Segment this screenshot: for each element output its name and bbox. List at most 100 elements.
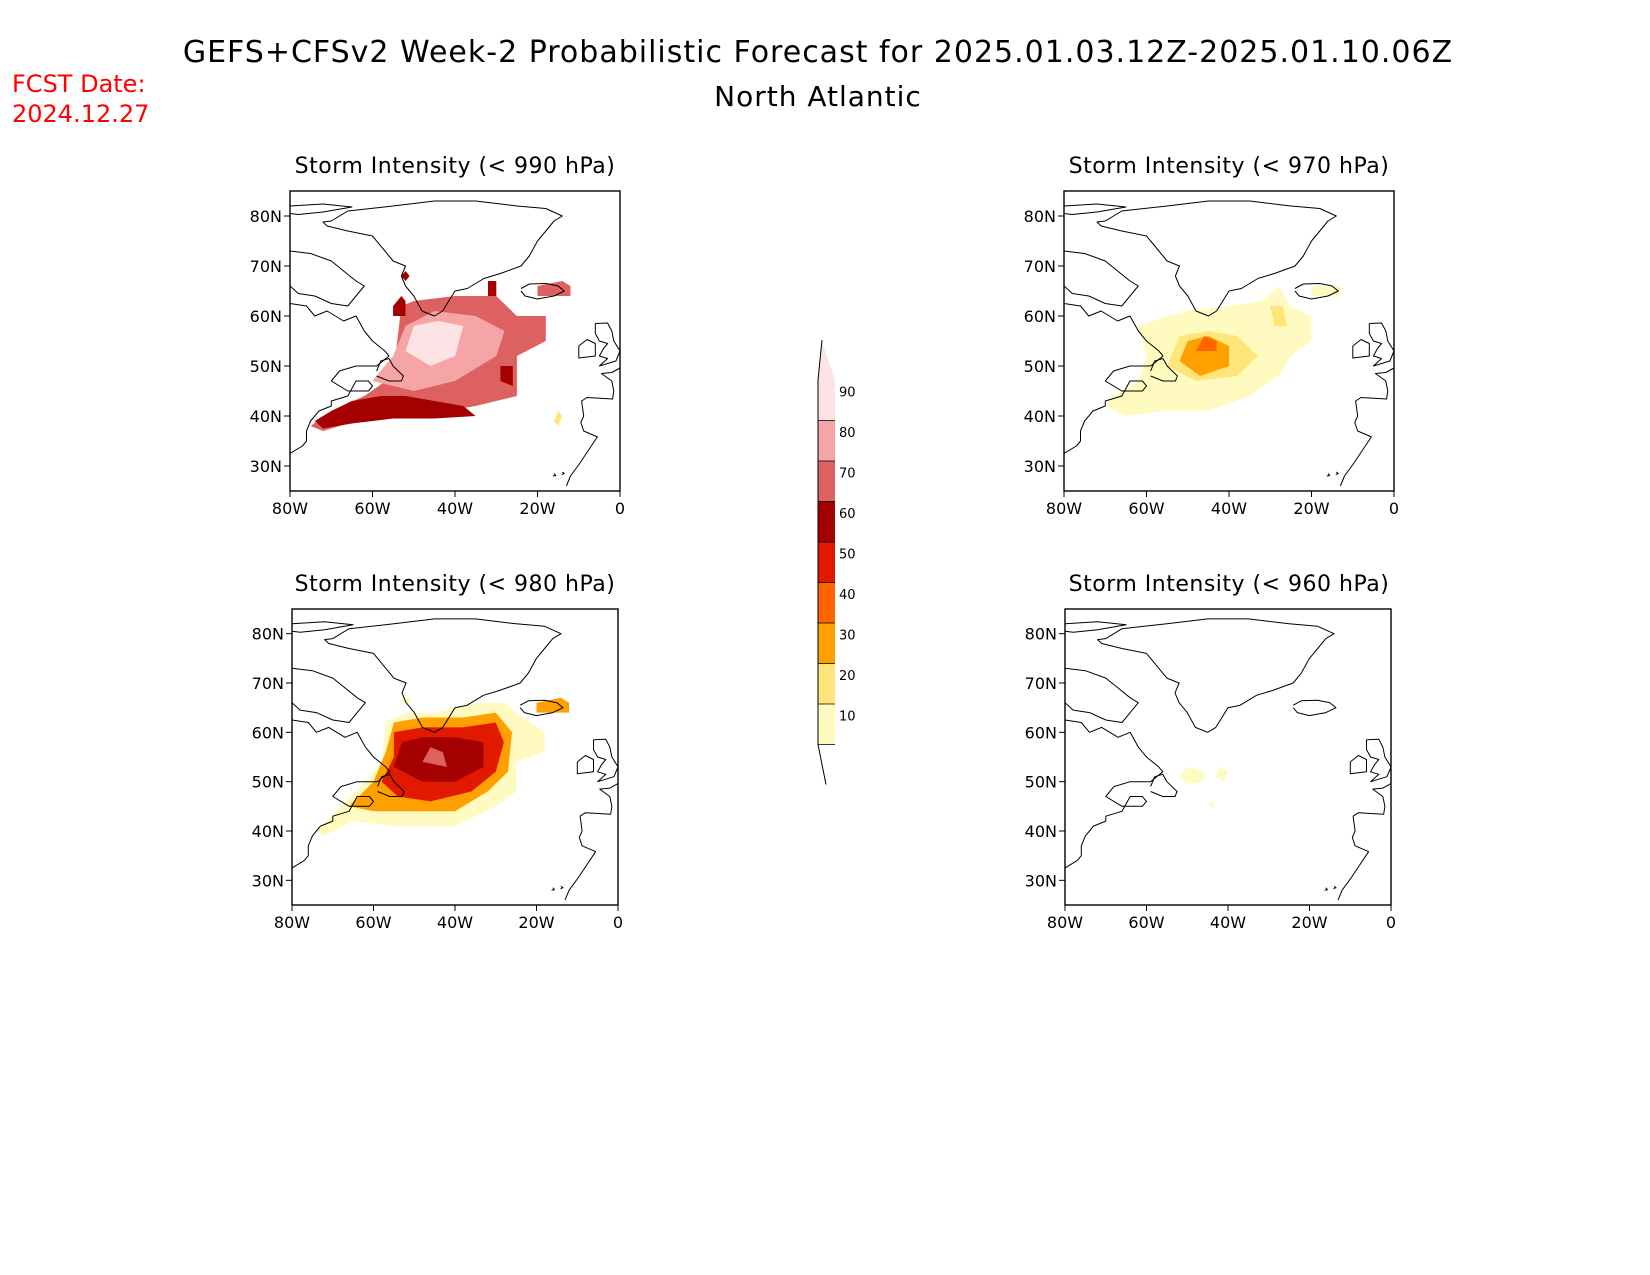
coastline bbox=[1366, 738, 1391, 783]
lon-tick-label: 40W bbox=[1210, 913, 1246, 932]
lat-tick-label: 30N bbox=[1024, 457, 1056, 476]
colorbar-segment bbox=[818, 342, 835, 421]
coastline bbox=[576, 755, 594, 775]
coastline bbox=[594, 322, 620, 367]
coastline bbox=[565, 367, 620, 487]
coastline bbox=[290, 203, 353, 215]
colorbar-label: 20 bbox=[839, 669, 856, 684]
probability-region bbox=[1179, 336, 1229, 376]
lat-tick-label: 60N bbox=[1024, 307, 1056, 326]
coastline bbox=[519, 699, 564, 717]
colorbar: 10 20 30 40 50 60 70 80 90 bbox=[817, 339, 856, 785]
coastline bbox=[552, 473, 557, 477]
lon-tick-label: 60W bbox=[1128, 913, 1164, 932]
coastline bbox=[292, 719, 391, 869]
lat-tick-label: 70N bbox=[252, 674, 284, 693]
probability-region bbox=[1179, 766, 1204, 785]
colorbar-segment bbox=[818, 501, 835, 542]
coastline bbox=[1326, 473, 1331, 477]
map-area bbox=[292, 609, 618, 905]
map-panel-4: Storm Intensity (< 960 hPa) 80N 70N 60N 50N 4… bbox=[1025, 572, 1396, 932]
lon-tick-label: 0 bbox=[613, 913, 623, 932]
map-area bbox=[290, 191, 620, 491]
lat-tick-label: 80N bbox=[1025, 625, 1057, 644]
lat-tick-label: 50N bbox=[1025, 773, 1057, 792]
lat-tick-label: 60N bbox=[252, 723, 284, 742]
lat-tick-label: 50N bbox=[1024, 357, 1056, 376]
coastline bbox=[1097, 618, 1335, 733]
coastline bbox=[290, 303, 390, 454]
panel-title: Storm Intensity (< 990 hPa) bbox=[295, 154, 616, 179]
probability-region bbox=[488, 281, 497, 296]
lon-tick-label: 40W bbox=[437, 913, 473, 932]
map-panels: Storm Intensity (< 990 hPa) 80N 70N 60N 50N 4… bbox=[250, 154, 1399, 932]
colorbar-segment bbox=[818, 663, 835, 704]
coastline bbox=[1294, 283, 1339, 300]
colorbar-label: 60 bbox=[839, 507, 856, 522]
coastline bbox=[377, 773, 405, 797]
map-panel-1: Storm Intensity (< 990 hPa) 80N 70N 60N 50N 4… bbox=[250, 154, 625, 518]
lat-tick-label: 50N bbox=[250, 357, 282, 376]
panel-title: Storm Intensity (< 960 hPa) bbox=[1069, 572, 1390, 597]
panel-title: Storm Intensity (< 970 hPa) bbox=[1069, 154, 1390, 179]
coastline bbox=[1150, 773, 1178, 797]
map-panel-2: Storm Intensity (< 970 hPa) 80N 70N 60N 50N 4… bbox=[1024, 154, 1399, 518]
colorbar-label: 50 bbox=[839, 548, 856, 563]
colorbar-label: 80 bbox=[839, 426, 856, 441]
probability-region bbox=[422, 747, 447, 767]
colorbar-outline bbox=[817, 339, 827, 785]
lat-tick-label: 30N bbox=[250, 457, 282, 476]
colorbar-segment bbox=[818, 461, 835, 502]
probability-region bbox=[405, 321, 464, 366]
coastline bbox=[551, 887, 555, 891]
fcst-date-label: FCST Date: bbox=[12, 70, 146, 98]
probability-region bbox=[393, 296, 406, 316]
coastline bbox=[1150, 358, 1178, 382]
colorbar-label: 70 bbox=[839, 467, 856, 482]
coastline bbox=[292, 621, 354, 633]
lat-tick-label: 70N bbox=[1025, 674, 1057, 693]
lon-tick-label: 60W bbox=[355, 913, 391, 932]
coastline bbox=[1335, 471, 1339, 475]
page-title: GEFS+CFSv2 Week-2 Probabilistic Forecast… bbox=[183, 35, 1453, 70]
lat-tick-label: 40N bbox=[252, 822, 284, 841]
lon-tick-label: 80W bbox=[1047, 913, 1083, 932]
coastline bbox=[1065, 667, 1139, 723]
lat-tick-label: 70N bbox=[1024, 257, 1056, 276]
lon-tick-label: 60W bbox=[1128, 499, 1164, 518]
lat-tick-label: 60N bbox=[250, 307, 282, 326]
coastline bbox=[1352, 339, 1370, 359]
lat-tick-label: 50N bbox=[252, 773, 284, 792]
map-panel-3: Storm Intensity (< 980 hPa) 80N 70N 60N 50N 4… bbox=[252, 572, 623, 932]
colorbar-label: 40 bbox=[839, 588, 856, 603]
lon-tick-label: 20W bbox=[519, 499, 555, 518]
probability-region bbox=[1196, 336, 1217, 351]
colorbar-segment bbox=[818, 704, 835, 745]
colorbar-label: 30 bbox=[839, 629, 856, 644]
lon-tick-label: 80W bbox=[1046, 499, 1082, 518]
colorbar-label: 10 bbox=[839, 710, 856, 725]
coastline bbox=[1292, 699, 1337, 717]
probability-region bbox=[314, 396, 476, 429]
lat-tick-label: 60N bbox=[1025, 723, 1057, 742]
lon-tick-label: 20W bbox=[1293, 499, 1329, 518]
coastline bbox=[322, 200, 563, 317]
coastline bbox=[1064, 203, 1127, 215]
coastline bbox=[376, 358, 404, 382]
map-background bbox=[1065, 609, 1391, 905]
colorbar-label: 90 bbox=[839, 386, 856, 401]
lon-tick-label: 40W bbox=[437, 499, 473, 518]
coastline bbox=[560, 885, 564, 890]
probability-region bbox=[1215, 766, 1228, 782]
coastline bbox=[324, 618, 562, 733]
lon-tick-label: 0 bbox=[1389, 499, 1399, 518]
coastline bbox=[1065, 719, 1164, 869]
lat-tick-label: 80N bbox=[1024, 207, 1056, 226]
colorbar-segment bbox=[818, 623, 835, 664]
fcst-date-value: 2024.12.27 bbox=[12, 100, 149, 128]
lon-tick-label: 0 bbox=[615, 499, 625, 518]
probability-region bbox=[1311, 286, 1341, 296]
coastline bbox=[1096, 200, 1337, 317]
map-area bbox=[1065, 609, 1391, 905]
